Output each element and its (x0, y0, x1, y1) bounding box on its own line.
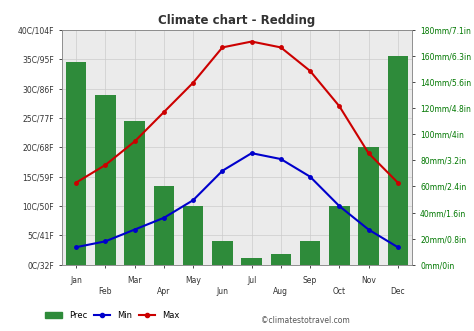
Legend: Prec, Min, Max: Prec, Min, Max (42, 308, 182, 323)
Bar (154, 186, 174, 265)
Text: Nov: Nov (361, 276, 376, 285)
Bar (300, 241, 320, 265)
Text: Jul: Jul (247, 276, 256, 285)
Text: Oct: Oct (333, 287, 346, 296)
Bar (358, 147, 379, 265)
Text: Aug: Aug (273, 287, 288, 296)
Text: Mar: Mar (128, 276, 142, 285)
Bar (66, 63, 86, 265)
Bar (271, 254, 291, 265)
Text: Apr: Apr (157, 287, 171, 296)
Text: Feb: Feb (99, 287, 112, 296)
Bar (241, 258, 262, 265)
Text: Sep: Sep (303, 276, 317, 285)
Bar (125, 121, 145, 265)
Text: Jan: Jan (70, 276, 82, 285)
Bar (95, 95, 116, 265)
Bar (329, 206, 349, 265)
Bar (183, 206, 203, 265)
Text: May: May (185, 276, 201, 285)
Text: Jun: Jun (217, 287, 228, 296)
Text: ©climatestotravel.com: ©climatestotravel.com (261, 316, 349, 325)
Text: Dec: Dec (391, 287, 405, 296)
Bar (388, 56, 408, 265)
Bar (212, 241, 233, 265)
Title: Climate chart - Redding: Climate chart - Redding (158, 14, 316, 27)
